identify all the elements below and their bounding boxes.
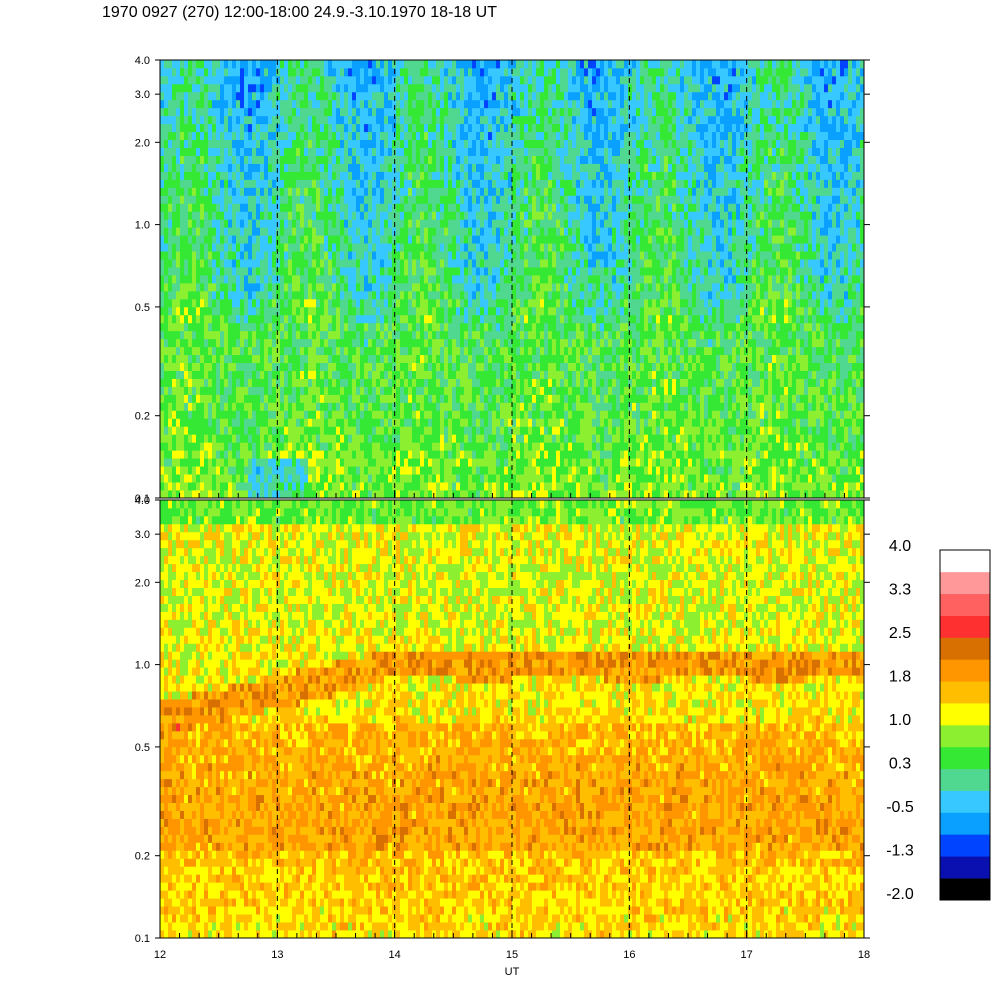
- y-tick-label: 0.1: [135, 933, 150, 945]
- colorbar-label: 4.0: [889, 538, 911, 555]
- y-tick-label: 0.5: [135, 742, 150, 754]
- x-tick-label: 13: [271, 949, 283, 961]
- colorbar-segment: [940, 550, 990, 573]
- y-tick-label: 0.1: [135, 493, 150, 505]
- x-tick-label: 12: [154, 949, 166, 961]
- colorbar-label: 0.3: [889, 756, 911, 773]
- colorbar-segment: [940, 834, 990, 857]
- colorbar-label: -2.0: [886, 886, 914, 903]
- colorbar-segment: [940, 812, 990, 835]
- y-tick-label: 4.0: [135, 495, 150, 507]
- y-tick-label: 1.0: [135, 220, 150, 232]
- y-tick-label: 3.0: [135, 529, 150, 541]
- x-tick-label: 16: [623, 949, 635, 961]
- colorbar-segment: [940, 571, 990, 595]
- colorbar-segment: [940, 725, 990, 748]
- colorbar-segment: [940, 856, 990, 879]
- colorbar-label: 1.8: [889, 669, 911, 686]
- colorbar-segment: [940, 768, 990, 791]
- y-tick-label: 0.5: [135, 302, 150, 314]
- spectrogram-top: [160, 60, 864, 498]
- colorbar-frame: [939, 549, 991, 901]
- chart-title: 1970 0927 (270) 12:00-18:00 24.9.-3.10.1…: [102, 4, 497, 21]
- y-tick-label: 0.2: [135, 851, 150, 863]
- colorbar: 4.0 3.3 2.5 1.8 1.0 0.3 -0.5 -1.3 -2.0: [886, 538, 991, 903]
- colorbar-segment: [940, 878, 990, 901]
- y-tick-label: 2.0: [135, 137, 150, 149]
- colorbar-segment: [940, 615, 990, 638]
- y-tick-label: 2.0: [135, 577, 150, 589]
- colorbar-segment: [940, 790, 990, 813]
- x-tick-label: 14: [389, 949, 401, 961]
- y-tick-label: 3.0: [135, 89, 150, 101]
- colorbar-label: 3.3: [889, 582, 911, 599]
- colorbar-segment: [940, 659, 990, 682]
- panel-bottom: 0.1 0.2 0.5 1.0 2.0 3.0 4.0 12 13 14 15 16 17 18 UT: [135, 495, 870, 978]
- panel-top: 0.1 0.2 0.5 1.0 2.0 3.0 4.0: [135, 55, 870, 505]
- colorbar-segment: [940, 703, 990, 726]
- x-tick-label: 15: [506, 949, 518, 961]
- colorbar-segment: [940, 593, 990, 616]
- x-axis-label: UT: [505, 966, 520, 978]
- x-tick-label: 17: [741, 949, 753, 961]
- colorbar-segment: [940, 681, 990, 704]
- colorbar-segment: [940, 746, 990, 770]
- colorbar-label: 2.5: [889, 625, 911, 642]
- colorbar-label: -1.3: [886, 843, 914, 860]
- x-tick-label: 18: [858, 949, 870, 961]
- spectrogram-bottom: [160, 500, 864, 938]
- colorbar-label: -0.5: [886, 799, 914, 816]
- colorbar-segment: [940, 637, 990, 660]
- y-tick-label: 1.0: [135, 660, 150, 672]
- colorbar-label: 1.0: [889, 712, 911, 729]
- y-tick-label: 0.2: [135, 411, 150, 423]
- y-tick-label: 4.0: [135, 55, 150, 67]
